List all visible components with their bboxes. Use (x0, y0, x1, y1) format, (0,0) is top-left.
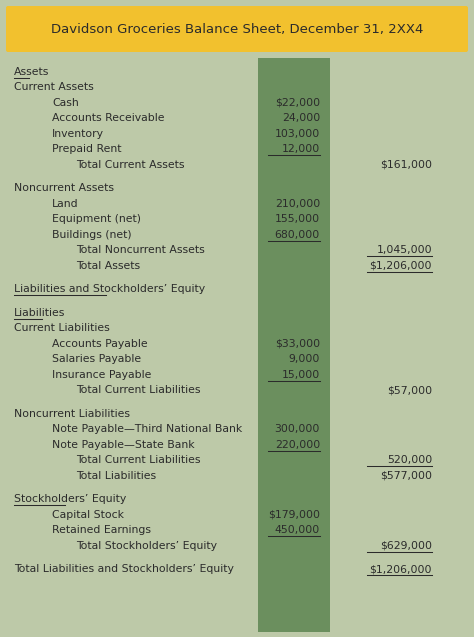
Text: Noncurrent Assets: Noncurrent Assets (14, 183, 114, 193)
Text: Inventory: Inventory (52, 129, 104, 139)
Text: Retained Earnings: Retained Earnings (52, 526, 151, 535)
Text: $1,206,000: $1,206,000 (370, 261, 432, 271)
Text: Current Assets: Current Assets (14, 82, 94, 92)
Text: Buildings (net): Buildings (net) (52, 230, 132, 240)
Text: 220,000: 220,000 (275, 440, 320, 450)
Text: 9,000: 9,000 (289, 354, 320, 364)
Text: $1,206,000: $1,206,000 (370, 564, 432, 574)
Text: Current Liabilities: Current Liabilities (14, 323, 110, 333)
Text: 1,045,000: 1,045,000 (376, 245, 432, 255)
Text: $57,000: $57,000 (387, 385, 432, 395)
Text: 520,000: 520,000 (387, 455, 432, 465)
Text: 15,000: 15,000 (282, 369, 320, 380)
Text: Insurance Payable: Insurance Payable (52, 369, 151, 380)
Text: Liabilities and Stockholders’ Equity: Liabilities and Stockholders’ Equity (14, 284, 205, 294)
Text: 103,000: 103,000 (275, 129, 320, 139)
Text: Note Payable—State Bank: Note Payable—State Bank (52, 440, 195, 450)
Text: Equipment (net): Equipment (net) (52, 214, 141, 224)
Text: $33,000: $33,000 (275, 339, 320, 348)
Text: $629,000: $629,000 (380, 541, 432, 551)
Text: Liabilities: Liabilities (14, 308, 65, 318)
Text: Stockholders’ Equity: Stockholders’ Equity (14, 494, 126, 505)
Text: 12,000: 12,000 (282, 144, 320, 154)
Text: Salaries Payable: Salaries Payable (52, 354, 141, 364)
Text: Accounts Receivable: Accounts Receivable (52, 113, 164, 123)
Text: Assets: Assets (14, 67, 49, 76)
Text: Davidson Groceries Balance Sheet, December 31, 2XX4: Davidson Groceries Balance Sheet, Decemb… (51, 22, 423, 36)
FancyBboxPatch shape (6, 6, 468, 52)
Text: Prepaid Rent: Prepaid Rent (52, 144, 121, 154)
Text: $161,000: $161,000 (380, 160, 432, 169)
Text: Capital Stock: Capital Stock (52, 510, 124, 520)
Text: $179,000: $179,000 (268, 510, 320, 520)
Text: Land: Land (52, 199, 79, 209)
Text: 210,000: 210,000 (275, 199, 320, 209)
Text: Total Liabilities: Total Liabilities (76, 471, 156, 481)
Text: Total Stockholders’ Equity: Total Stockholders’ Equity (76, 541, 217, 551)
Text: 24,000: 24,000 (282, 113, 320, 123)
Bar (258, 58, 330, 632)
Text: 680,000: 680,000 (275, 230, 320, 240)
Text: Total Current Liabilities: Total Current Liabilities (76, 455, 201, 465)
Text: 450,000: 450,000 (275, 526, 320, 535)
Text: Total Current Liabilities: Total Current Liabilities (76, 385, 201, 395)
Text: Total Assets: Total Assets (76, 261, 140, 271)
Text: $22,000: $22,000 (275, 97, 320, 108)
Text: $577,000: $577,000 (380, 471, 432, 481)
Text: Accounts Payable: Accounts Payable (52, 339, 147, 348)
Text: Total Current Assets: Total Current Assets (76, 160, 184, 169)
Text: Total Liabilities and Stockholders’ Equity: Total Liabilities and Stockholders’ Equi… (14, 564, 234, 574)
Text: Note Payable—Third National Bank: Note Payable—Third National Bank (52, 424, 242, 434)
Text: Cash: Cash (52, 97, 79, 108)
Text: 300,000: 300,000 (274, 424, 320, 434)
Text: 155,000: 155,000 (275, 214, 320, 224)
Text: Noncurrent Liabilities: Noncurrent Liabilities (14, 409, 130, 419)
Text: Total Noncurrent Assets: Total Noncurrent Assets (76, 245, 205, 255)
